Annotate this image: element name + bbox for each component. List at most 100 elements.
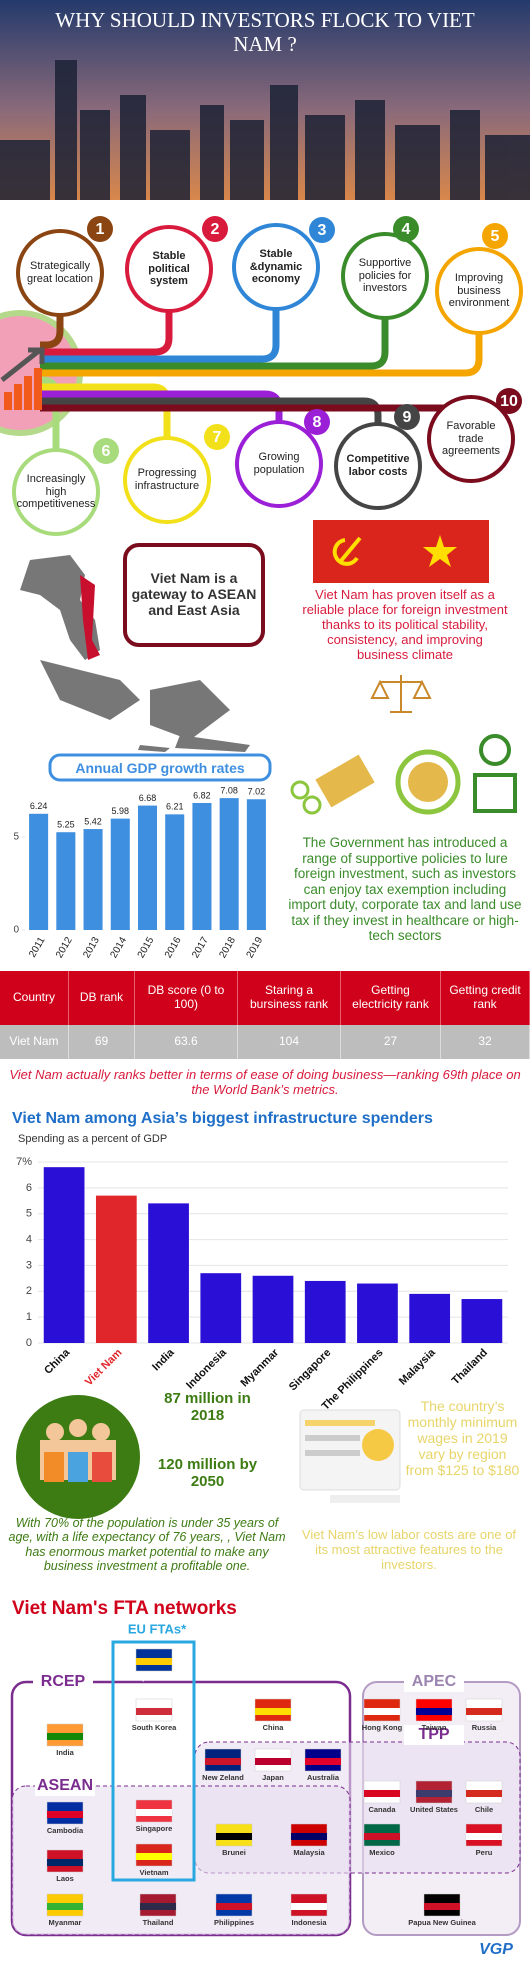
stat-2018: 87 million in 2018 <box>164 1390 251 1425</box>
x-tick-label: 2019 <box>245 935 266 960</box>
flag <box>313 520 489 583</box>
reason-circle <box>235 420 323 508</box>
reason-circle <box>427 395 515 483</box>
note: Viet Nam actually ranks better in terms … <box>9 1067 521 1097</box>
reason-badge <box>304 409 330 435</box>
flag-stripe <box>136 1708 172 1715</box>
flag-stripe <box>136 1658 172 1665</box>
flag-stripe <box>291 1833 327 1840</box>
reason-number: 2 <box>211 221 220 238</box>
group-label: RCEP <box>41 1673 86 1690</box>
flag-stripe <box>255 1708 291 1715</box>
y-tick-label: 4 <box>26 1233 32 1245</box>
country-label: Mexico <box>369 1848 395 1857</box>
table-header: Getting credit rank <box>441 971 530 1025</box>
policy-icons <box>290 734 517 815</box>
country-label: Thailand <box>143 1918 174 1927</box>
population-icon <box>16 1395 140 1519</box>
logo: VGP <box>479 1941 513 1958</box>
policy-text: The Government has introduced a range of… <box>288 835 522 944</box>
reason-circle <box>125 225 213 313</box>
country-label: Vietnam <box>139 1868 168 1877</box>
flag-stripe <box>47 1733 83 1740</box>
flag-stripe <box>305 1758 341 1765</box>
group-label: EU FTAs* <box>128 1621 187 1636</box>
flag-stripe <box>291 1903 327 1910</box>
x-tick-label: 2012 <box>54 935 75 960</box>
value-label: 6.24 <box>30 801 48 811</box>
reason-badge <box>496 388 522 414</box>
hammer-sickle <box>332 536 362 566</box>
value-label: 6.82 <box>193 790 211 800</box>
value-label: 7.02 <box>248 787 266 797</box>
country-label: Philippines <box>214 1918 254 1927</box>
value-label: 5.25 <box>57 820 75 830</box>
reason-label: Stable &dynamic economy <box>249 248 303 286</box>
skyline <box>0 60 530 200</box>
connector <box>40 315 64 349</box>
reason-label: Growing population <box>253 451 305 476</box>
reason-circle <box>123 436 211 524</box>
country-label: Peru <box>476 1848 493 1857</box>
flag-stripe <box>216 1833 252 1840</box>
value-label: 5.42 <box>84 816 102 826</box>
flag-star <box>423 535 457 567</box>
wage-icon <box>299 1409 401 1503</box>
table-cell: 63.6 <box>135 1025 238 1059</box>
country-label: China <box>263 1723 285 1732</box>
group-label-bg <box>127 1620 187 1640</box>
reason-number: 4 <box>402 221 411 238</box>
reason-label: Progressing infrastructure <box>134 467 200 492</box>
table-cell: 69 <box>69 1025 135 1059</box>
y-tick-label: 7% <box>16 1156 32 1168</box>
reason-number: 5 <box>491 228 500 245</box>
connector <box>40 311 173 356</box>
reason-badge <box>309 217 335 243</box>
group-label-bg <box>35 1776 95 1796</box>
x-tick-label: 2014 <box>109 935 130 960</box>
connector <box>40 318 389 370</box>
bar <box>95 1195 137 1343</box>
bar <box>246 799 266 930</box>
bar <box>409 1293 451 1343</box>
y-tick-label: 2 <box>26 1285 32 1297</box>
country-label: Taiwan <box>422 1723 447 1732</box>
flag-stripe <box>416 1708 452 1715</box>
y-tick-label: 0 <box>26 1337 32 1349</box>
x-tick-label: 2018 <box>217 935 238 960</box>
group-label: ASEAN <box>37 1777 93 1794</box>
population-text: With 70% of the population is under 35 y… <box>8 1516 286 1574</box>
table-cell: Viet Nam <box>0 1025 69 1059</box>
reason-number: 6 <box>102 443 111 460</box>
country-label: South Korea <box>132 1723 177 1732</box>
flag-stripe <box>424 1903 460 1910</box>
country-label: Russia <box>472 1723 497 1732</box>
bar <box>219 798 239 930</box>
flag-stripe <box>466 1833 502 1840</box>
country-label: India <box>56 1748 74 1757</box>
bar <box>200 1273 242 1343</box>
labor-text: Viet Nam’s low labor costs are one of it… <box>301 1527 517 1572</box>
hub-arrow <box>0 347 45 382</box>
y-tick-label: 1 <box>26 1311 32 1323</box>
table-header: Getting electricity rank <box>341 971 441 1025</box>
group-label-bg <box>33 1672 93 1692</box>
reason-circle <box>334 422 422 510</box>
bar <box>357 1283 398 1343</box>
flag-stripe <box>364 1833 400 1840</box>
x-tick-label: India <box>150 1346 177 1373</box>
x-tick-label: Indonesia <box>184 1346 229 1391</box>
y-tick-label: 3 <box>26 1259 32 1271</box>
reason-badge <box>393 216 419 242</box>
country-label: Chile <box>475 1805 493 1814</box>
hub-bar <box>34 368 42 410</box>
bar <box>110 818 130 930</box>
bar <box>137 805 158 930</box>
reason-circle <box>232 223 320 311</box>
reason-label: Strategically great location <box>26 260 94 285</box>
reason-circle <box>435 247 523 335</box>
flag-stripe <box>136 1809 172 1816</box>
eu-box <box>111 1640 196 1882</box>
flag-stripe <box>416 1790 452 1797</box>
